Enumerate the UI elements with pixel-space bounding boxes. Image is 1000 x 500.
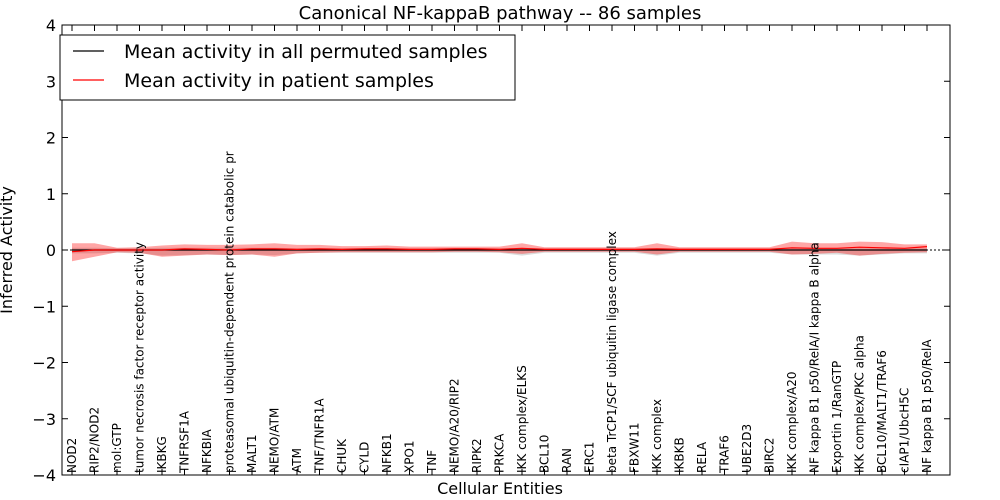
x-category-label: RELA — [695, 441, 709, 473]
x-category-label: ATM — [290, 448, 304, 473]
x-category-label: TNFRSF1A — [178, 410, 192, 474]
x-category-label: TNF/TNFR1A — [313, 398, 327, 474]
x-category-label: BIRC2 — [763, 437, 777, 473]
x-category-label: beta TrCP1/SCF ubiquitin ligase complex — [605, 231, 619, 473]
x-category-label: RIPK2 — [470, 438, 484, 473]
y-tick-label: 4 — [46, 16, 56, 35]
x-category-label: CHUK — [335, 438, 349, 473]
x-category-label: NFKBIA — [200, 428, 214, 473]
x-category-label: XPO1 — [403, 440, 417, 473]
y-tick-label: 0 — [46, 241, 56, 260]
y-tick-label: −4 — [32, 466, 56, 485]
x-category-label: RIP2/NOD2 — [88, 407, 102, 473]
x-category-label: NEMO/A20/RIP2 — [448, 378, 462, 473]
x-category-label: IKBKG — [155, 436, 169, 473]
x-category-label: tumor necrosis factor receptor activity — [133, 242, 147, 473]
y-tick-label: −3 — [32, 410, 56, 429]
x-category-label: PRKCA — [493, 433, 507, 473]
x-category-label: NF kappa B1 p50/RelA — [920, 339, 934, 473]
x-category-label: RAN — [560, 448, 574, 473]
chart-title: Canonical NF-kappaB pathway -- 86 sample… — [299, 3, 702, 24]
x-category-label: IKK complex/PKC alpha — [853, 335, 867, 473]
y-tick-label: 1 — [46, 185, 56, 204]
x-category-label: NOD2 — [65, 438, 79, 473]
y-axis-title: Inferred Activity — [0, 186, 16, 314]
axes: −4 −3 −2 −1 0 1 2 3 4 NOD2 RIP2/NOD2 mol:GTP tumor n… — [32, 16, 950, 485]
x-category-label: FBXW11 — [628, 423, 642, 474]
x-category-label: IKBKB — [673, 437, 687, 473]
x-category-label: Exportin 1/RanGTP — [830, 361, 844, 473]
legend-label-permuted: Mean activity in all permuted samples — [124, 41, 487, 63]
x-category-label: proteasomal ubiquitin-dependent protein … — [223, 151, 237, 473]
x-category-label: NFKB1 — [380, 433, 394, 473]
y-tick-label: −2 — [32, 354, 56, 373]
x-category-label: TNF — [425, 450, 439, 474]
legend: Mean activity in all permuted samples Me… — [59, 34, 516, 101]
x-category-label: CYLD — [358, 442, 372, 473]
x-category-label: IKK complex/A20 — [785, 372, 799, 473]
x-category-label: BCL10 — [538, 435, 552, 473]
x-category-label: ERC1 — [583, 442, 597, 473]
patient-band — [72, 241, 927, 262]
x-category-label: NEMO/ATM — [268, 408, 282, 473]
patient-mean-line — [71, 246, 928, 253]
legend-label-patient: Mean activity in patient samples — [124, 70, 434, 92]
y-tick-label: −1 — [32, 297, 56, 316]
plot-area — [62, 241, 950, 262]
y-tick-label: 3 — [46, 72, 56, 91]
x-category-label: BCL10/MALT1/TRAF6 — [875, 350, 889, 473]
x-category-label: NF kappa B1 p50/RelA/I kappa B alpha — [808, 242, 822, 473]
x-category-label: IKK complex — [650, 399, 664, 473]
legend-box — [59, 34, 516, 101]
x-category-label: TRAF6 — [718, 435, 732, 474]
y-tick-label: 2 — [46, 129, 56, 148]
x-category-label: UBE2D3 — [740, 424, 754, 473]
x-axis-title: Cellular Entities — [437, 479, 563, 498]
x-category-label: mol:GTP — [110, 423, 124, 473]
x-category-label: MALT1 — [245, 434, 259, 473]
x-category-label: IKK complex/ELKS — [515, 365, 529, 473]
x-category-label: cIAP1/UbcH5C — [898, 388, 912, 473]
